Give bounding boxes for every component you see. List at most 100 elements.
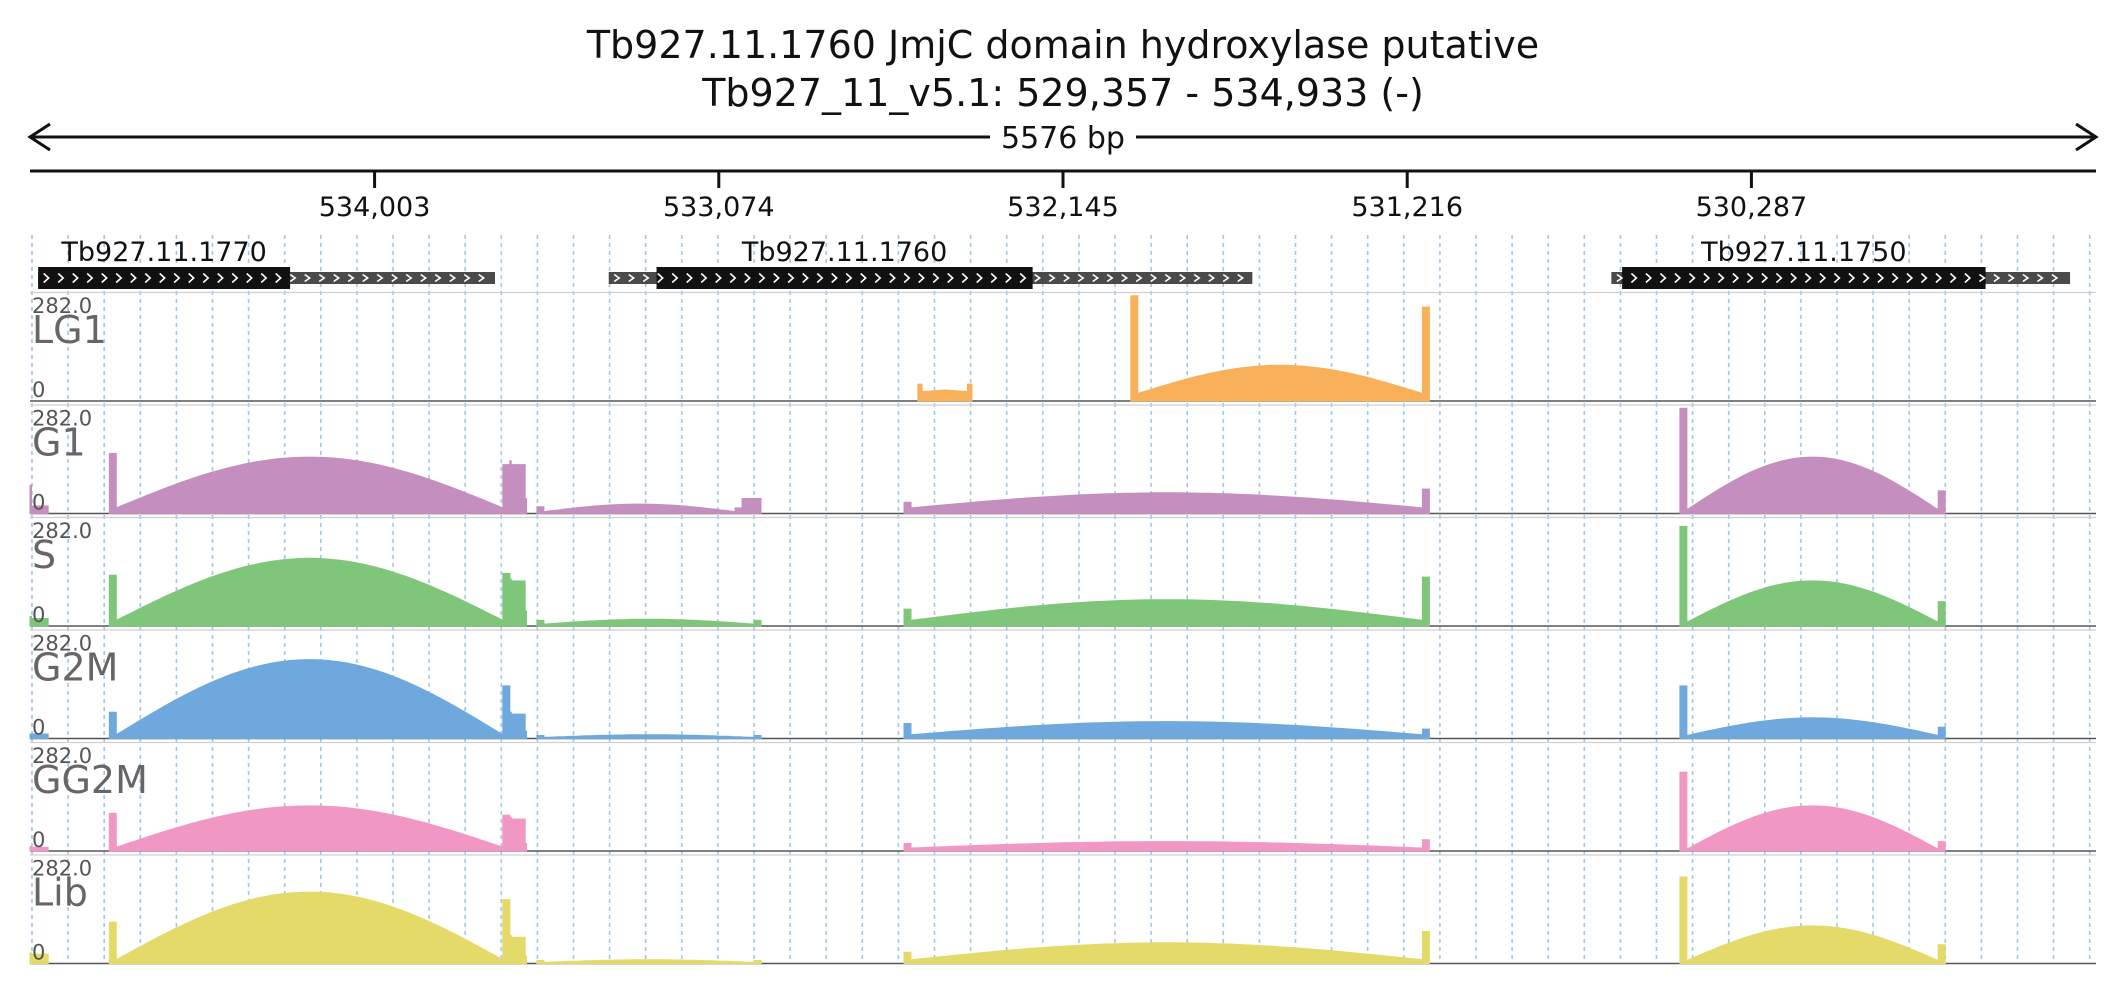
strand-chevron bbox=[657, 272, 664, 284]
strand-chevron bbox=[420, 273, 428, 283]
gene-Tb927.11.1770[interactable]: Tb927.11.1770 bbox=[38, 237, 495, 289]
coverage-block bbox=[903, 721, 1430, 739]
strand-chevron bbox=[1862, 272, 1870, 284]
strand-chevron bbox=[932, 272, 940, 284]
strand-chevron bbox=[1993, 273, 2001, 283]
strand-chevron bbox=[1877, 272, 1885, 284]
strand-chevron bbox=[86, 272, 94, 284]
track-min-label: 0 bbox=[32, 941, 45, 965]
strand-chevron bbox=[1761, 272, 1769, 284]
strand-chevron bbox=[72, 272, 79, 284]
coverage-block bbox=[29, 616, 49, 627]
axis-tick-label: 531,216 bbox=[1351, 192, 1463, 223]
track-label: G2M bbox=[32, 646, 118, 690]
coverage-block bbox=[1130, 295, 1430, 402]
coverage-block bbox=[29, 733, 49, 739]
strand-chevron bbox=[744, 272, 751, 284]
strand-chevron bbox=[376, 273, 384, 283]
coverage-block bbox=[108, 557, 511, 627]
gene-cds bbox=[1622, 267, 1986, 289]
strand-chevron bbox=[1048, 273, 1056, 283]
length-arrow-left-head bbox=[27, 122, 51, 152]
strand-chevron bbox=[2007, 273, 2015, 283]
axis-tick-label: 530,287 bbox=[1696, 192, 1808, 223]
strand-chevron bbox=[57, 272, 65, 284]
strand-chevron bbox=[434, 273, 442, 283]
strand-chevron bbox=[990, 272, 998, 284]
strand-chevron bbox=[1906, 272, 1914, 284]
strand-chevron bbox=[1121, 273, 1129, 283]
ruler: 5576 bp bbox=[27, 118, 2099, 173]
strand-chevron bbox=[1688, 272, 1696, 284]
strand-chevron bbox=[1179, 273, 1187, 283]
coverage-block bbox=[108, 659, 511, 739]
coverage-block bbox=[1679, 771, 1946, 852]
gene-track: Tb927.11.1770 Tb927.11.1760 Tb927.11.1750 bbox=[38, 237, 2071, 289]
strand-chevron bbox=[1092, 273, 1100, 283]
strand-chevron bbox=[1775, 272, 1783, 284]
track-min-label: 0 bbox=[32, 828, 45, 852]
axis-tick-label: 534,003 bbox=[319, 192, 431, 223]
coverage-block bbox=[536, 503, 743, 514]
length-arrow-right-head bbox=[2075, 122, 2099, 152]
strand-chevron bbox=[231, 272, 239, 284]
strand-chevron bbox=[1949, 272, 1957, 284]
strand-chevron bbox=[700, 272, 708, 284]
axis-ticks: 534,003 533,074 532,145 531,216 530,287 bbox=[319, 171, 1807, 223]
strand-chevron bbox=[2022, 273, 2030, 283]
strand-chevron bbox=[715, 272, 722, 284]
coverage-block bbox=[29, 952, 49, 964]
coverage-block bbox=[536, 959, 762, 964]
strand-chevron bbox=[1164, 273, 1172, 283]
strand-chevron bbox=[115, 272, 123, 284]
strand-chevron bbox=[642, 273, 650, 283]
track-min-label: 0 bbox=[32, 716, 45, 740]
strand-chevron bbox=[246, 272, 253, 284]
coverage-block bbox=[1679, 407, 1946, 514]
strand-chevron bbox=[1674, 272, 1682, 284]
coverage-block bbox=[903, 931, 1430, 964]
strand-chevron bbox=[1920, 272, 1928, 284]
strand-chevron bbox=[347, 273, 355, 283]
coverage-block bbox=[108, 891, 511, 964]
strand-chevron bbox=[758, 272, 766, 284]
track-label: G1 bbox=[32, 421, 86, 465]
strand-chevron bbox=[947, 272, 954, 284]
gene-Tb927.11.1750[interactable]: Tb927.11.1750 bbox=[1611, 237, 2071, 289]
strand-chevron bbox=[1746, 272, 1754, 284]
strand-chevron bbox=[1833, 272, 1841, 284]
strand-chevron bbox=[217, 272, 224, 284]
coverage-block bbox=[1679, 525, 1946, 627]
strand-chevron bbox=[1222, 273, 1230, 283]
strand-chevron bbox=[449, 273, 457, 283]
strand-chevron bbox=[1717, 272, 1725, 284]
strand-chevron bbox=[130, 272, 137, 284]
coverage-block bbox=[108, 452, 511, 514]
strand-chevron bbox=[318, 273, 326, 283]
strand-chevron bbox=[1150, 273, 1158, 283]
coverage-block bbox=[509, 460, 527, 514]
strand-chevron bbox=[1005, 272, 1012, 284]
strand-chevron bbox=[304, 273, 312, 283]
axis-tick-label: 533,074 bbox=[663, 192, 775, 223]
strand-chevron bbox=[1935, 272, 1943, 284]
gene-Tb927.11.1760[interactable]: Tb927.11.1760 bbox=[608, 237, 1253, 289]
strand-chevron bbox=[1063, 273, 1071, 283]
coverage-block bbox=[903, 839, 1430, 852]
strand-chevron bbox=[188, 272, 195, 284]
track-max-label: 282.0 bbox=[32, 407, 92, 431]
track-min-label: 0 bbox=[32, 603, 45, 627]
strand-chevron bbox=[729, 272, 737, 284]
strand-chevron bbox=[1019, 272, 1027, 284]
strand-chevron bbox=[2051, 273, 2059, 283]
gene-cds bbox=[656, 267, 1033, 289]
coverage-block bbox=[108, 805, 511, 852]
coverage-block bbox=[536, 618, 762, 627]
strand-chevron bbox=[1616, 273, 1624, 283]
strand-chevron bbox=[831, 272, 838, 284]
chart-title: Tb927.11.1760 JmjC domain hydroxylase pu… bbox=[586, 23, 1540, 67]
strand-chevron bbox=[1034, 273, 1042, 283]
coverage-block bbox=[903, 488, 1430, 514]
